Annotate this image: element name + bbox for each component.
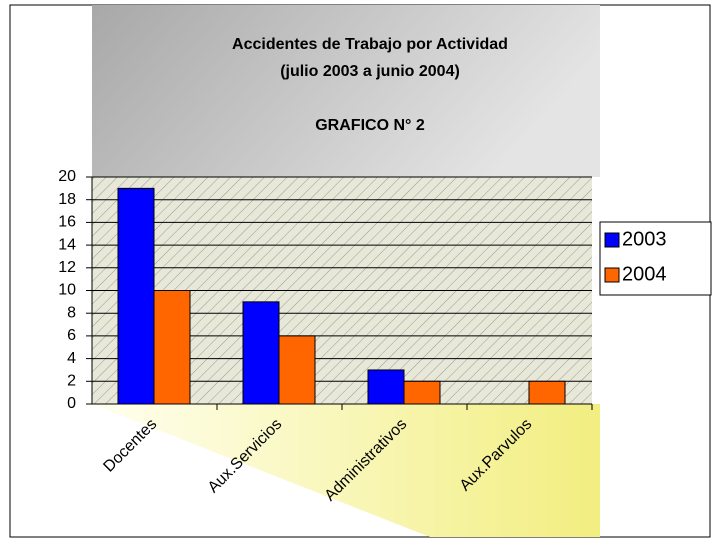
y-tick-label: 6 [67, 327, 76, 344]
y-tick-label: 2 [67, 373, 76, 390]
chart-title: Accidentes de Trabajo por Actividad [232, 36, 508, 53]
annotation: GRAFICO N° 2 [315, 117, 425, 134]
y-tick-label: 18 [58, 191, 76, 208]
bar [403, 380, 441, 405]
bar [528, 380, 566, 405]
background-shade [92, 5, 600, 177]
chart-subtitle: (julio 2003 a junio 2004) [280, 63, 460, 80]
legend-label: 2004 [622, 263, 667, 285]
floor-shade [92, 404, 600, 537]
y-tick-label: 10 [58, 282, 76, 299]
y-tick-label: 16 [58, 214, 76, 231]
y-tick-label: 0 [67, 395, 76, 412]
legend-label: 2003 [622, 228, 667, 250]
bar [242, 301, 280, 405]
bar [278, 335, 316, 405]
y-tick-label: 4 [67, 350, 76, 367]
bar [117, 187, 155, 405]
y-tick-label: 8 [67, 304, 76, 321]
bar [367, 369, 405, 405]
legend-swatch [604, 267, 620, 283]
y-tick-label: 12 [58, 259, 76, 276]
bar [153, 290, 191, 405]
y-tick-label: 14 [58, 236, 76, 253]
y-tick-label: 20 [58, 168, 76, 185]
legend-swatch [604, 232, 620, 248]
